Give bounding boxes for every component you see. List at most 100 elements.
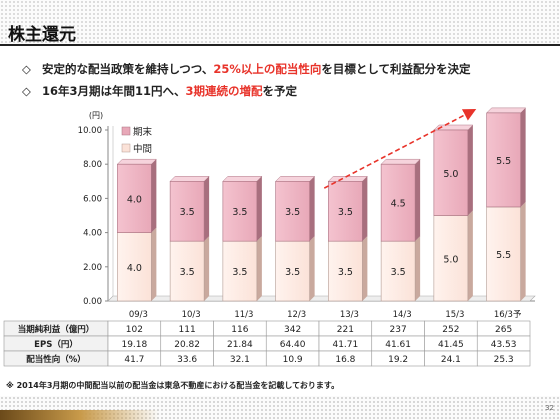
table-cell-value: 41.45 [438,340,464,350]
bar-period-end [486,112,521,208]
bar-period-end [117,163,152,233]
bullet-highlight: 3期連続の増配 [185,84,263,98]
table-cell-value: 221 [337,325,354,335]
y-tick-label: 6.00 [83,194,102,204]
table-row-header: 配当性向（%） [26,354,86,365]
bar-side-interim [204,236,210,301]
bullet-text-pre: 16年3月期は年間11円へ、 [42,84,186,98]
y-tick-label: 2.00 [83,263,102,273]
bullet-text-post: を目標として利益配分を決定 [321,62,471,76]
bar-top-face [380,158,421,165]
table-cell-value: 21.84 [227,340,253,350]
bullet-highlight: 25%以上の配当性向 [213,62,322,76]
y-axis-unit: (円) [89,111,103,120]
table-cell-value: 24.1 [441,355,461,365]
data-label-period-end: 3.5 [285,207,300,218]
bullet-dividend-forecast: ◇ 16年3月期は年間11円へ、3期連続の増配を予定 [22,83,297,99]
data-label-interim: 5.5 [496,250,511,261]
bar-side-interim [256,236,262,301]
bullet-text-post: を予定 [262,84,298,98]
footnote: ※ 2014年3月期の中間配当以前の配当金は東急不動産における配当金を記載してお… [6,381,340,390]
y-tick-label: 0.00 [83,297,102,307]
x-tick-label: 13/3 [340,310,359,320]
table-cell-value: 20.82 [174,340,200,350]
bar-period-end [222,181,258,242]
bar-side-interim [467,210,473,301]
table-cell-value: 10.9 [283,355,303,365]
table-cell-value: 237 [390,325,407,335]
x-tick-label: 16/3予 [494,310,522,320]
table-cell-value: 41.61 [385,340,411,350]
title-divider [0,44,560,46]
bar-interim [169,240,205,302]
legend-label-period-end: 期末 [133,126,153,138]
bar-top-face [116,158,157,165]
data-label-interim: 3.5 [338,267,353,278]
page-number: 32 [545,404,554,412]
bar-period-end [275,181,310,242]
bar-side-period-end [467,125,473,216]
data-label-period-end: 4.5 [391,199,406,210]
bar-interim [275,240,310,302]
bar-top-face [275,176,316,182]
bar-period-end [380,163,416,242]
bar-period-end [169,181,205,242]
table-cell-value: 111 [179,325,196,335]
table-cell-value: 102 [126,325,143,335]
bar-interim [380,240,416,302]
data-label-period-end: 4.0 [127,194,142,205]
data-label-interim: 5.0 [443,254,458,265]
y-tick-label: 8.00 [83,160,102,170]
table-cell-value: 25.3 [494,355,514,365]
y-tick-label: 10.00 [78,126,102,136]
bar-side-interim [520,201,526,301]
table-cell-value: 64.40 [280,340,306,350]
title-bar [0,0,560,44]
x-tick-label: 10/3 [182,310,201,320]
x-tick-label: 14/3 [393,310,412,320]
x-tick-label: 09/3 [129,310,148,320]
bar-side-period-end [256,176,262,242]
table-cell-value: 19.2 [388,355,408,365]
bar-interim [433,215,469,302]
bar-side-interim [309,236,315,301]
table-row-header: EPS（円） [34,339,78,350]
bar-side-interim [151,227,157,301]
data-label-period-end: 3.5 [232,207,247,218]
x-tick-label: 12/3 [287,310,306,320]
page-title: 株主還元 [8,25,76,45]
dividend-chart: 0.00 2.00 4.00 6.00 8.00 10.00 (円) 4.0 4.0 09/3 3.… [3,107,536,367]
table-cell-value: 342 [284,325,301,335]
table-cell-value: 32.1 [230,355,250,365]
bar-side-period-end [520,107,526,207]
bar-interim [222,240,258,302]
data-label-interim: 3.5 [285,267,300,278]
table-cell-value: 19.18 [121,340,147,350]
diamond-bullet-icon: ◇ [22,62,31,76]
bar-top-face [327,176,368,182]
bar-interim [486,206,521,302]
data-label-period-end: 3.5 [338,207,353,218]
bar-side-period-end [362,176,368,242]
bottom-accent [0,410,160,420]
y-tick-label: 4.00 [83,229,102,239]
table-row-header: 当期純利益（億円） [18,324,95,335]
bar-side-interim [362,236,368,301]
table-cell-value: 33.6 [177,355,197,365]
table-cell [476,350,531,367]
legend-swatch-interim [121,143,131,153]
bar-top-face [169,176,210,182]
table-cell-value: 265 [495,325,512,335]
x-tick-label: 11/3 [234,310,253,320]
bar-side-period-end [204,176,210,242]
data-label-interim: 3.5 [180,267,195,278]
data-label-period-end: 5.0 [443,169,458,180]
bar-side-period-end [309,176,315,242]
bar-period-end [328,181,363,242]
data-label-interim: 3.5 [232,267,247,278]
x-tick-label: 15/3 [445,310,464,320]
table-cell-value: 116 [231,325,248,335]
trend-arrow [323,108,477,189]
bar-interim [328,240,363,302]
bar-side-period-end [415,159,421,242]
